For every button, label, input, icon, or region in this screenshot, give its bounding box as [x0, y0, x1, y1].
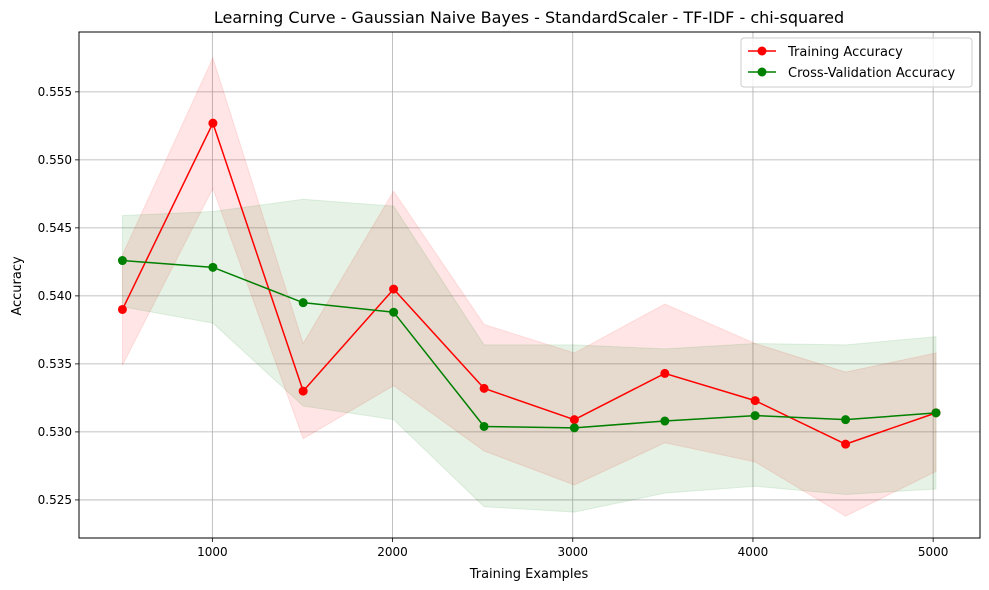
data-point-training [569, 415, 579, 425]
x-axis-label: Training Examples [469, 567, 589, 582]
data-point-cross-validation [569, 423, 579, 433]
data-point-training [298, 386, 308, 396]
x-tick-label: 3000 [557, 545, 588, 559]
legend-marker-training [757, 46, 767, 56]
data-point-cross-validation [208, 262, 218, 272]
data-point-cross-validation [298, 298, 308, 308]
data-point-cross-validation [479, 421, 489, 431]
legend-box [740, 37, 973, 88]
confidence-bands [121, 56, 937, 517]
y-axis-label: Accuracy [10, 256, 25, 316]
data-point-training [389, 284, 399, 294]
y-tick-label: 0.545 [38, 221, 72, 235]
confidence-band-training [121, 56, 937, 517]
data-point-training [208, 118, 218, 128]
data-point-training [479, 383, 489, 393]
legend-marker-cross-validation [757, 67, 767, 77]
series-markers [117, 118, 941, 449]
data-point-training [117, 304, 127, 314]
legend-label-training: Training Accuracy [787, 45, 903, 60]
chart-title: Learning Curve - Gaussian Naive Bayes - … [214, 8, 844, 27]
x-tick-label: 1000 [197, 545, 228, 559]
plot-frame [78, 31, 981, 539]
x-tick-label: 2000 [377, 545, 408, 559]
data-point-cross-validation [389, 307, 399, 317]
y-tick-label: 0.530 [38, 425, 72, 439]
y-tick-label: 0.525 [38, 493, 72, 507]
legend-label-cross-validation: Cross-Validation Accuracy [788, 66, 956, 81]
y-tick-label: 0.550 [38, 153, 72, 167]
x-tick-label: 4000 [738, 545, 769, 559]
y-tick-label: 0.555 [38, 85, 72, 99]
series-line-training [121, 121, 937, 445]
data-point-training [660, 368, 670, 378]
data-point-training [841, 439, 851, 449]
x-tick-label: 5000 [918, 545, 949, 559]
y-tick-label: 0.540 [38, 289, 72, 303]
axis-ticks: 1000 2000 3000 4000 5000 0.525 0.530 0.535 0.540… [38, 85, 949, 559]
data-point-cross-validation [117, 256, 127, 266]
y-tick-label: 0.535 [38, 357, 72, 371]
data-point-cross-validation [660, 416, 670, 426]
data-point-cross-validation [841, 415, 851, 425]
data-point-cross-validation [931, 408, 941, 418]
data-point-training [750, 396, 760, 406]
legend: Training Accuracy Cross-Validation Accur… [740, 37, 973, 88]
data-point-cross-validation [750, 411, 760, 421]
series-lines [121, 121, 937, 445]
series-line-cross-validation [122, 259, 937, 429]
confidence-band-cross-validation [121, 198, 937, 513]
grid-lines [79, 32, 980, 538]
